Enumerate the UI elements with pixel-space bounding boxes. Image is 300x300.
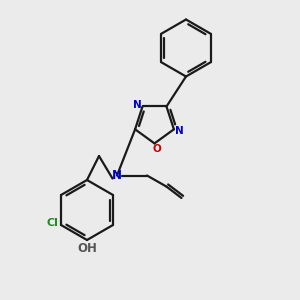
Text: OH: OH [77, 242, 97, 255]
Text: N: N [112, 169, 122, 182]
Text: N: N [133, 100, 142, 110]
Text: O: O [152, 144, 161, 154]
Text: N: N [175, 126, 184, 136]
Text: Cl: Cl [46, 218, 58, 229]
